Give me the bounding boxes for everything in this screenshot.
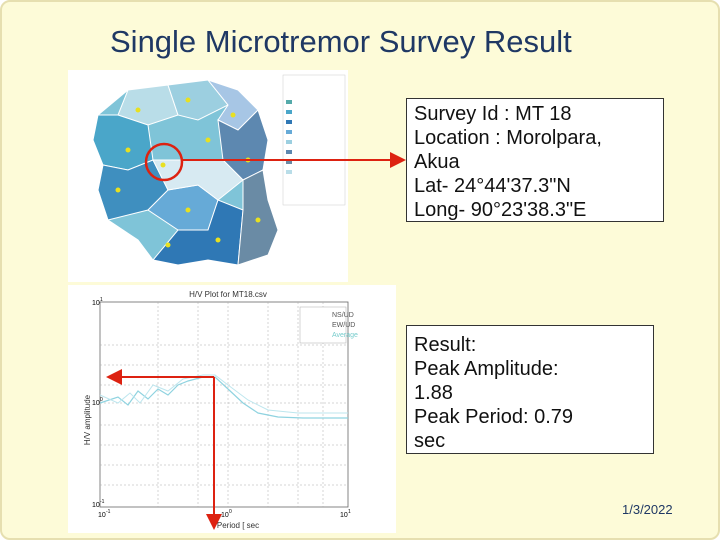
survey-text: Survey Id : MT 18 Location : Morolpara, … — [414, 102, 602, 222]
result-text: Result: Peak Amplitude: 1.88 Peak Period… — [414, 333, 573, 453]
survey-line: Long- 90°23'38.3"E — [414, 199, 587, 221]
result-line: Peak Period: 0.79 — [414, 406, 573, 428]
x-tick-label: 10 — [221, 512, 229, 519]
y-axis-label: H/V amplitude — [83, 394, 92, 445]
survey-line: Lat- 24°44'37.3"N — [414, 175, 571, 197]
plot-title: H/V Plot for MT18.csv — [189, 290, 267, 299]
x-tick-label: 10 — [340, 512, 348, 519]
slide-date: 1/3/2022 — [622, 502, 673, 517]
x-axis-label: Period [ sec — [217, 521, 259, 530]
x-tick-label: 10 — [98, 512, 106, 519]
x-tick-exp: 0 — [229, 509, 232, 515]
result-line: Peak Amplitude: — [414, 358, 559, 380]
result-line: 1.88 — [414, 382, 453, 404]
y-tick-exp: 0 — [100, 397, 103, 403]
y-tick-label: 10 — [92, 502, 100, 509]
result-box — [406, 325, 654, 454]
slide-title: Single Microtremor Survey Result — [110, 24, 572, 59]
x-tick-exp: 1 — [348, 509, 351, 515]
hv-plot-image: H/V Plot for MT18.csv NS/UD EW/UD Averag… — [68, 285, 396, 533]
y-tick-exp: 1 — [100, 297, 103, 303]
legend-entry: Average — [332, 332, 358, 339]
legend-entry: EW/UD — [332, 322, 355, 329]
survey-box — [406, 98, 664, 222]
legend-entry: NS/UD — [332, 312, 354, 319]
y-tick-label: 10 — [92, 400, 100, 407]
survey-line: Akua — [414, 151, 460, 173]
survey-line: Survey Id : MT 18 — [414, 103, 572, 125]
survey-line: Location : Morolpara, — [414, 127, 602, 149]
y-tick-exp: -1 — [100, 499, 105, 505]
result-line: sec — [414, 430, 446, 452]
result-line: Result: — [414, 334, 477, 356]
y-tick-label: 10 — [92, 300, 100, 307]
map-image — [68, 70, 348, 282]
x-tick-exp: -1 — [106, 509, 111, 515]
